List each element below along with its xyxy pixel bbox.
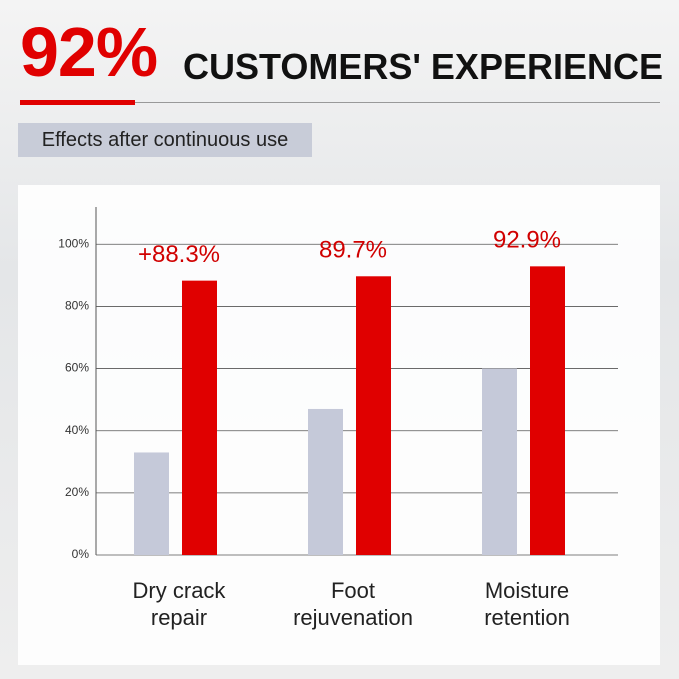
subtitle: Effects after continuous use (18, 123, 312, 157)
x-tick-label: Dry crack repair (132, 578, 226, 630)
headline-title: CUSTOMERS' EXPERIENCE (183, 46, 663, 87)
y-tick-label: 80% (65, 299, 89, 313)
bar (182, 280, 217, 555)
value-label: 89.7% (319, 237, 387, 264)
bar (356, 276, 391, 555)
y-tick-label: 100% (58, 236, 89, 250)
bar (308, 408, 343, 555)
y-tick-label: 0% (72, 547, 90, 561)
y-tick-label: 60% (65, 361, 89, 375)
underline (20, 100, 135, 105)
headline-percent: 92% (20, 13, 158, 91)
bar (134, 452, 169, 555)
value-label: +88.3% (138, 241, 220, 268)
divider (135, 102, 660, 103)
bar (530, 266, 565, 555)
y-tick-label: 20% (65, 485, 89, 499)
x-tick-label: Foot rejuvenation (293, 578, 413, 630)
bar (482, 368, 517, 555)
value-label: 92.9% (493, 227, 561, 254)
y-tick-label: 40% (65, 423, 89, 437)
x-tick-label: Moisture retention (484, 578, 570, 630)
